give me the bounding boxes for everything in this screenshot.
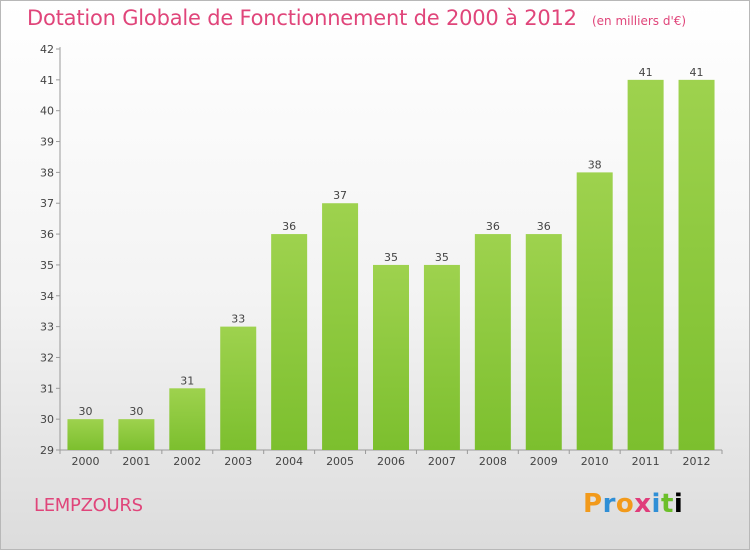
bar bbox=[627, 79, 664, 450]
bar-value-label: 36 bbox=[537, 220, 551, 233]
x-tick-label: 2007 bbox=[428, 455, 456, 468]
bar-value-label: 35 bbox=[435, 251, 449, 264]
bar-value-label: 36 bbox=[282, 220, 296, 233]
bar-value-label: 31 bbox=[180, 374, 194, 387]
x-tick-label: 2000 bbox=[71, 455, 99, 468]
x-tick-label: 2011 bbox=[632, 455, 660, 468]
bar-value-label: 33 bbox=[231, 313, 245, 326]
y-tick-label: 39 bbox=[40, 136, 54, 149]
x-tick-label: 2003 bbox=[224, 455, 252, 468]
bar-value-label: 37 bbox=[333, 189, 347, 202]
y-tick-label: 30 bbox=[40, 413, 54, 426]
x-tick-label: 2010 bbox=[581, 455, 609, 468]
x-tick-label: 2002 bbox=[173, 455, 201, 468]
y-tick-label: 33 bbox=[40, 321, 54, 334]
x-tick-label: 2006 bbox=[377, 455, 405, 468]
bar-value-label: 35 bbox=[384, 251, 398, 264]
bar-value-label: 30 bbox=[129, 405, 143, 418]
x-tick-label: 2009 bbox=[530, 455, 558, 468]
y-tick-label: 37 bbox=[40, 197, 54, 210]
x-tick-label: 2005 bbox=[326, 455, 354, 468]
bar bbox=[576, 172, 613, 450]
bar bbox=[678, 79, 715, 450]
bar bbox=[220, 326, 257, 450]
bar bbox=[118, 419, 155, 450]
y-tick-label: 41 bbox=[40, 74, 54, 87]
bar-value-label: 30 bbox=[78, 405, 92, 418]
y-tick-label: 38 bbox=[40, 166, 54, 179]
y-tick-label: 31 bbox=[40, 382, 54, 395]
chart-title-block: Dotation Globale de Fonctionnement de 20… bbox=[27, 6, 686, 30]
y-tick-label: 35 bbox=[40, 259, 54, 272]
x-tick-label: 2001 bbox=[122, 455, 150, 468]
y-tick-label: 36 bbox=[40, 228, 54, 241]
y-tick-label: 29 bbox=[40, 444, 54, 457]
bar bbox=[271, 234, 308, 450]
y-tick-label: 42 bbox=[40, 43, 54, 56]
x-tick-label: 2012 bbox=[683, 455, 711, 468]
bar bbox=[169, 388, 206, 450]
bar bbox=[373, 264, 409, 450]
x-tick-label: 2008 bbox=[479, 455, 507, 468]
proxiti-logo: Proxiti bbox=[583, 489, 684, 519]
chart-unit-note: (en milliers d'€) bbox=[591, 14, 687, 28]
bar bbox=[525, 234, 562, 450]
bar bbox=[423, 264, 460, 450]
place-name: LEMPZOURS bbox=[34, 495, 143, 516]
x-tick-label: 2004 bbox=[275, 455, 303, 468]
y-tick-label: 32 bbox=[40, 351, 54, 364]
bar bbox=[67, 419, 104, 450]
bar-value-label: 41 bbox=[639, 66, 653, 79]
y-tick-label: 40 bbox=[40, 105, 54, 118]
bar-value-label: 38 bbox=[588, 158, 602, 171]
bar bbox=[474, 234, 511, 450]
y-tick-label: 34 bbox=[40, 290, 54, 303]
bar-value-label: 41 bbox=[690, 66, 704, 79]
bar-value-label: 36 bbox=[486, 220, 500, 233]
chart-title: Dotation Globale de Fonctionnement de 20… bbox=[27, 6, 577, 30]
bar bbox=[322, 203, 359, 450]
